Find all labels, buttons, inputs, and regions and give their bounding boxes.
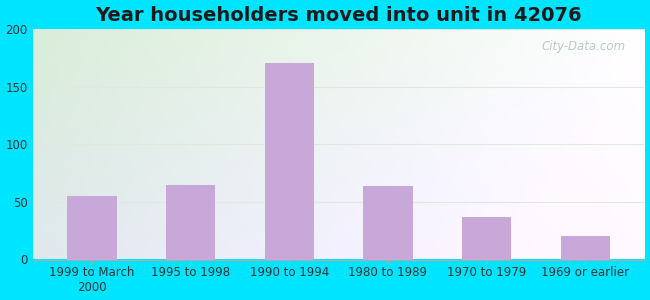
Bar — [560, 236, 610, 260]
Bar — [265, 64, 314, 260]
Bar — [67, 196, 116, 260]
Bar — [166, 184, 215, 260]
Title: Year householders moved into unit in 42076: Year householders moved into unit in 420… — [96, 6, 582, 25]
Bar — [462, 217, 512, 260]
Text: City-Data.com: City-Data.com — [542, 40, 626, 53]
Bar — [363, 186, 413, 260]
